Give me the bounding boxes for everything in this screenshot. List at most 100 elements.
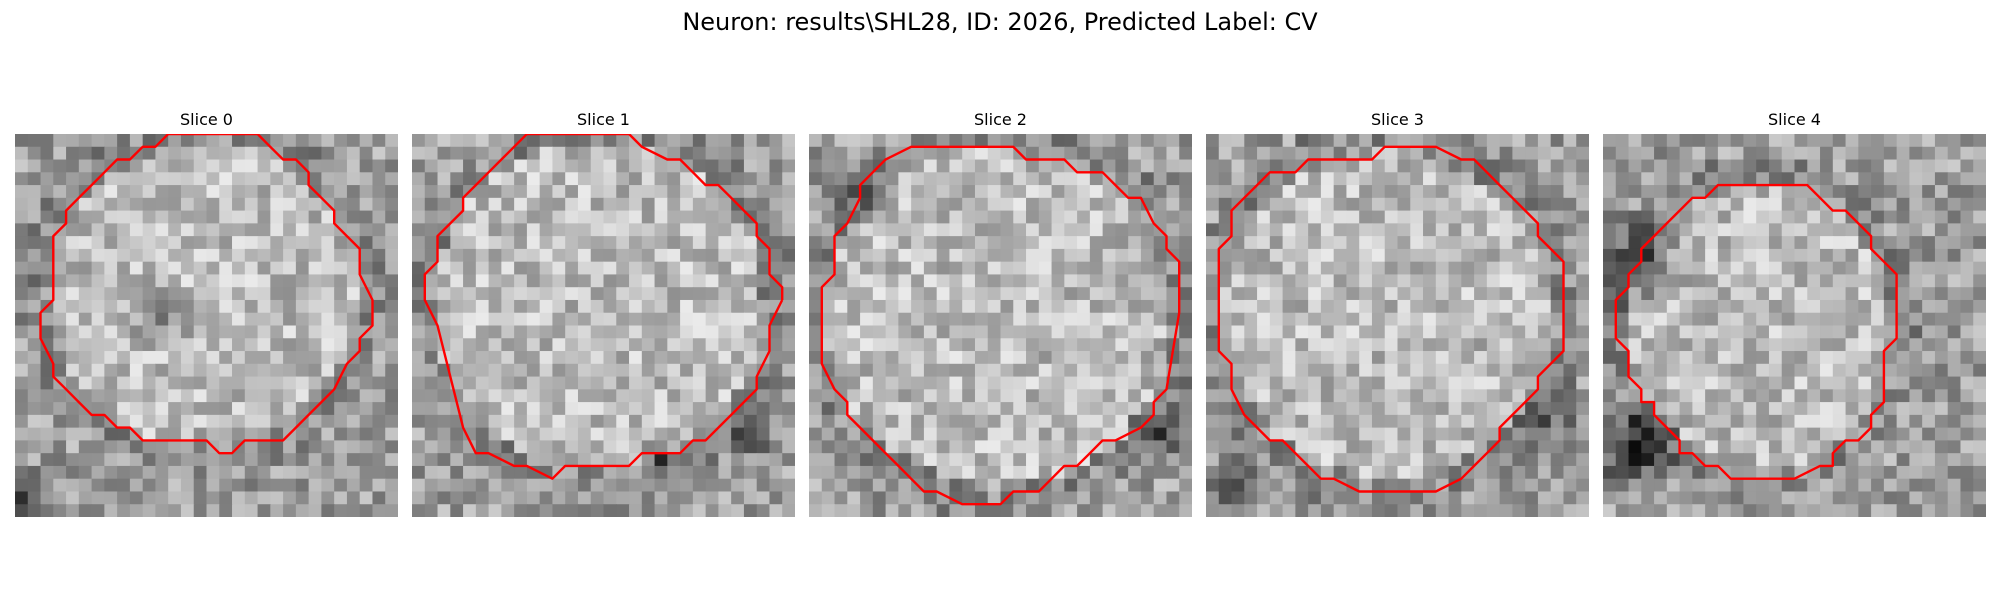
pixel-cell bbox=[718, 363, 732, 378]
pixel-cell bbox=[577, 287, 592, 301]
pixel-cell bbox=[193, 236, 208, 250]
pixel-cell bbox=[1269, 134, 1284, 148]
pixel-cell bbox=[641, 185, 656, 199]
pixel-cell bbox=[1781, 440, 1796, 454]
pixel-cell bbox=[1064, 478, 1078, 493]
pixel-cell bbox=[1603, 210, 1617, 224]
pixel-cell bbox=[1563, 414, 1577, 429]
pixel-cell bbox=[321, 414, 335, 429]
pixel-cell bbox=[270, 134, 284, 148]
pixel-cell bbox=[565, 427, 579, 441]
pixel-cell bbox=[1013, 389, 1027, 403]
pixel-cell bbox=[372, 389, 386, 403]
pixel-cell bbox=[475, 453, 490, 467]
pixel-cell bbox=[257, 236, 271, 250]
pixel-cell bbox=[1333, 274, 1348, 288]
pixel-cell bbox=[1909, 299, 1923, 314]
pixel-cell bbox=[1947, 159, 1962, 173]
pixel-cell bbox=[129, 376, 144, 390]
pixel-cell bbox=[923, 312, 938, 327]
pixel-cell bbox=[1269, 146, 1284, 161]
pixel-cell bbox=[1346, 351, 1360, 365]
pixel-cell bbox=[1692, 363, 1706, 378]
pixel-cell bbox=[1461, 274, 1475, 288]
pixel-cell bbox=[1896, 427, 1910, 441]
pixel-cell bbox=[949, 376, 963, 390]
pixel-cell bbox=[872, 172, 887, 186]
pixel-cell bbox=[1705, 338, 1719, 352]
pixel-cell bbox=[1166, 453, 1180, 467]
pixel-cell bbox=[283, 453, 297, 467]
pixel-cell bbox=[1666, 376, 1681, 390]
pixel-cell bbox=[308, 197, 322, 212]
pixel-cell bbox=[590, 440, 605, 454]
pixel-cell bbox=[1692, 210, 1706, 224]
pixel-cell bbox=[1064, 134, 1078, 148]
pixel-cell bbox=[308, 363, 322, 378]
pixel-cell bbox=[1654, 363, 1668, 378]
pixel-cell bbox=[437, 248, 451, 263]
pixel-cell bbox=[911, 159, 925, 173]
pixel-cell bbox=[718, 478, 732, 493]
pixel-cell bbox=[180, 440, 195, 454]
pixel-cell bbox=[821, 197, 836, 212]
pixel-cell bbox=[692, 504, 707, 517]
pixel-cell bbox=[1768, 465, 1783, 480]
pixel-cell bbox=[219, 414, 233, 429]
pixel-cell bbox=[1756, 491, 1770, 505]
pixel-cell bbox=[1371, 427, 1386, 441]
pixel-cell bbox=[15, 351, 29, 365]
pixel-cell bbox=[1666, 465, 1681, 480]
pixel-cell bbox=[1206, 210, 1220, 224]
pixel-cell bbox=[219, 312, 233, 327]
pixel-cell bbox=[526, 248, 541, 263]
pixel-cell bbox=[1883, 491, 1898, 505]
pixel-cell bbox=[450, 453, 464, 467]
pixel-cell bbox=[1026, 402, 1040, 416]
pixel-cell bbox=[1038, 146, 1053, 161]
pixel-cell bbox=[603, 414, 617, 429]
pixel-cell bbox=[412, 491, 426, 505]
pixel-cell bbox=[1947, 248, 1962, 263]
pixel-cell bbox=[1896, 363, 1910, 378]
pixel-cell bbox=[692, 261, 707, 276]
pixel-cell bbox=[321, 248, 335, 263]
pixel-cell bbox=[129, 210, 144, 224]
pixel-cell bbox=[1128, 376, 1142, 390]
pixel-cell bbox=[1922, 440, 1936, 454]
pixel-cell bbox=[104, 453, 118, 467]
pixel-cell bbox=[1896, 465, 1910, 480]
pixel-cell bbox=[488, 287, 502, 301]
pixel-cell bbox=[1550, 159, 1565, 173]
pixel-cell bbox=[488, 465, 502, 480]
pixel-cell bbox=[168, 325, 182, 339]
pixel-cell bbox=[104, 274, 118, 288]
pixel-cell bbox=[475, 261, 490, 276]
pixel-cell bbox=[1641, 274, 1655, 288]
pixel-cell bbox=[1397, 299, 1411, 314]
pixel-cell bbox=[1448, 402, 1462, 416]
pixel-cell bbox=[142, 261, 157, 276]
pixel-cell bbox=[1359, 376, 1373, 390]
pixel-cell bbox=[514, 453, 528, 467]
pixel-cell bbox=[514, 159, 528, 173]
pixel-cell bbox=[654, 185, 668, 199]
pixel-cell bbox=[1166, 504, 1180, 517]
pixel-cell bbox=[142, 197, 157, 212]
pixel-cell bbox=[1486, 146, 1501, 161]
pixel-cell bbox=[1064, 287, 1078, 301]
pixel-cell bbox=[1781, 299, 1796, 314]
pixel-cell bbox=[1423, 427, 1437, 441]
pixel-cell bbox=[206, 159, 220, 173]
pixel-cell bbox=[769, 287, 783, 301]
pixel-cell bbox=[1244, 146, 1258, 161]
pixel-cell bbox=[1845, 440, 1859, 454]
pixel-cell bbox=[1499, 376, 1513, 390]
pixel-cell bbox=[1603, 274, 1617, 288]
pixel-cell bbox=[1384, 414, 1399, 429]
pixel-cell bbox=[974, 197, 989, 212]
pixel-cell bbox=[437, 287, 451, 301]
pixel-cell bbox=[1013, 440, 1027, 454]
pixel-cell bbox=[1781, 159, 1796, 173]
pixel-cell bbox=[743, 453, 758, 467]
